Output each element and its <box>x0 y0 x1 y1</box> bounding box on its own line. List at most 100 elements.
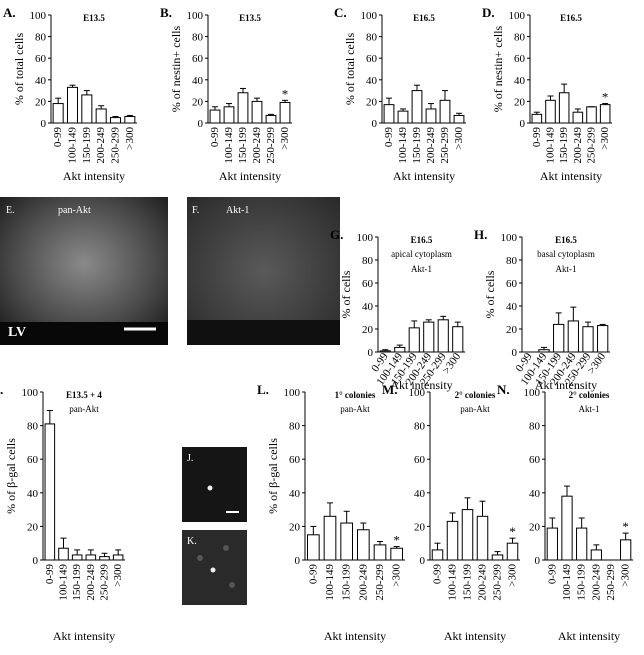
image-f: F. Akt-1 <box>187 197 340 345</box>
y-tick-label: 0 <box>33 555 39 567</box>
panel-label: D. <box>482 5 495 20</box>
x-axis-label: Akt intensity <box>324 629 386 643</box>
cell <box>223 545 229 551</box>
x-axis-label: Akt intensity <box>535 378 597 392</box>
y-tick-label: 40 <box>414 488 426 500</box>
annotation: * <box>393 533 400 548</box>
chart-panel: B. E13.5 % of nestin+ cells Akt intensity 0 2… <box>160 5 292 183</box>
error-bar <box>386 97 392 105</box>
x-tick-label: 200-249 <box>251 127 263 164</box>
y-tick-label: 100 <box>22 387 39 399</box>
error-bar <box>602 103 609 105</box>
x-axis-label: Akt intensity <box>219 169 281 183</box>
panel-label: E. <box>6 205 15 216</box>
error-bar <box>377 541 383 545</box>
error-bar <box>310 525 317 535</box>
error-bar <box>115 549 122 555</box>
bar <box>340 522 354 561</box>
y-tick-label: 60 <box>514 53 526 65</box>
x-tick-label: 250-299 <box>265 127 277 164</box>
error-bar <box>585 321 591 327</box>
bar <box>323 515 337 561</box>
y-axis-label: % of total cells <box>12 33 26 106</box>
y-tick-label: 100 <box>501 232 518 244</box>
chart-panel: N. 2° colonies Akt-1 Akt intensity 0 20 40 60 80… <box>497 382 633 643</box>
chart-panel: L. 1° colonies pan-Akt % of β-gal cells Akt … <box>257 382 405 643</box>
panel-label: L. <box>257 382 269 397</box>
error-bar <box>425 319 432 323</box>
x-tick-label: 150-199 <box>558 127 570 164</box>
bar <box>582 326 594 353</box>
y-axis-label: % of nestin+ cells <box>491 25 505 112</box>
y-tick-label: 20 <box>529 521 541 533</box>
chart-title: 1° colonies <box>335 390 376 400</box>
x-tick-label: 200-249 <box>85 564 97 601</box>
x-tick-label: >300 <box>279 127 291 150</box>
error-bar <box>55 97 62 104</box>
bar <box>567 320 579 353</box>
annotation: * <box>602 90 609 105</box>
error-bar <box>396 344 403 348</box>
bar <box>586 106 597 124</box>
y-axis-label: % of β-gal cells <box>4 438 18 514</box>
x-tick-label: 100-149 <box>447 564 459 601</box>
error-bar <box>343 510 350 524</box>
y-tick-label: 80 <box>529 421 541 433</box>
x-tick-label: >300 <box>599 127 611 150</box>
panel-label: A. <box>3 5 16 20</box>
panel-label: F. <box>192 205 199 216</box>
chart-title: 2° colonies <box>455 390 496 400</box>
y-tick-label: 20 <box>289 521 301 533</box>
y-tick-label: 20 <box>414 521 426 533</box>
y-tick-label: 40 <box>192 75 204 87</box>
x-axis-label: Akt intensity <box>63 169 125 183</box>
y-axis-label: % of β-gal cells <box>266 438 280 514</box>
error-bar <box>599 323 606 326</box>
x-tick-label: >300 <box>585 350 608 376</box>
bar <box>431 549 444 561</box>
bar <box>251 100 263 124</box>
y-tick-label: 40 <box>366 75 378 87</box>
error-bar <box>240 87 246 93</box>
error-bar <box>578 517 585 529</box>
error-bar <box>60 537 67 549</box>
x-tick-label: 200-249 <box>95 127 107 164</box>
x-tick-label: 100-149 <box>324 564 336 601</box>
image-k: K. <box>182 530 247 605</box>
y-tick-label: 80 <box>514 32 526 44</box>
bar <box>394 346 406 353</box>
error-bar <box>434 542 441 550</box>
x-axis-label: Akt intensity <box>390 378 452 392</box>
x-tick-label: 150-199 <box>576 564 588 601</box>
x-tick-label: >300 <box>124 127 136 150</box>
x-tick-label: 200-249 <box>572 127 584 164</box>
error-bar <box>555 312 562 325</box>
x-tick-label: 0-99 <box>44 564 56 585</box>
y-tick-label: 60 <box>289 454 301 466</box>
y-tick-label: 100 <box>187 10 204 22</box>
chart-panel: H. E16.5 basal cytoplasm Akt-1 % of cells Akt… <box>474 227 610 392</box>
error-bar <box>464 497 471 510</box>
cell <box>210 567 216 573</box>
y-tick-label: 0 <box>535 555 541 567</box>
panel-label: H. <box>474 227 487 242</box>
y-tick-label: 40 <box>529 488 541 500</box>
y-tick-label: 80 <box>414 421 426 433</box>
y-tick-label: 0 <box>295 555 301 567</box>
panel-label: M. <box>382 382 398 397</box>
y-tick-label: 100 <box>357 232 374 244</box>
bar <box>572 111 584 124</box>
error-bar <box>282 99 288 103</box>
x-tick-label: >300 <box>112 564 124 587</box>
bar <box>58 547 69 561</box>
bar <box>44 423 56 561</box>
error-bar <box>454 321 461 327</box>
x-tick-label: 0-99 <box>52 127 64 148</box>
error-bar <box>327 502 333 517</box>
x-tick-label: 100-149 <box>223 127 235 164</box>
image-e: E. pan-Akt LV <box>0 197 168 345</box>
bar <box>597 325 609 353</box>
y-tick-label: 0 <box>198 118 204 130</box>
x-tick-label: 150-199 <box>341 564 353 601</box>
error-bar <box>574 108 581 113</box>
